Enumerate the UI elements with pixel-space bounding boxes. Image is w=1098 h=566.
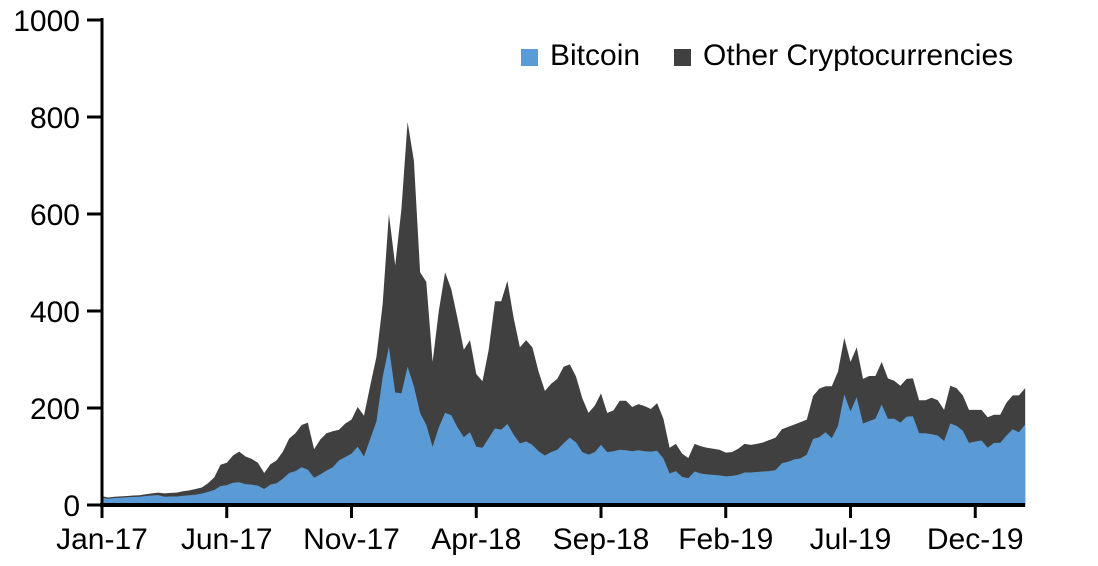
y-tick-label: 800 bbox=[30, 102, 80, 135]
x-tick-label: Jul-19 bbox=[810, 523, 892, 556]
x-tick-label: Dec-19 bbox=[927, 523, 1024, 556]
other-cryptocurrencies-legend-swatch bbox=[674, 48, 692, 66]
y-tick-label: 400 bbox=[30, 296, 80, 329]
x-tick-label: Jan-17 bbox=[56, 523, 148, 556]
y-tick-label: 1000 bbox=[13, 5, 80, 38]
legend-item-other-cryptocurrencies: Other Cryptocurrencies bbox=[674, 40, 1013, 72]
y-tick-label: 0 bbox=[63, 490, 80, 523]
bitcoin-area bbox=[102, 346, 1026, 505]
bitcoin-legend-label: Bitcoin bbox=[550, 39, 641, 72]
bitcoin-legend-swatch bbox=[521, 48, 538, 66]
legend-item-bitcoin: Bitcoin bbox=[521, 40, 640, 72]
x-tick-label: Sep-18 bbox=[553, 523, 650, 556]
y-tick-label: 200 bbox=[30, 393, 80, 426]
x-tick-label: Feb-19 bbox=[678, 523, 773, 556]
x-tick-label: Jun-17 bbox=[181, 523, 273, 556]
chart-legend: Bitcoin Other Cryptocurrencies bbox=[521, 40, 1013, 72]
x-tick-label: Nov-17 bbox=[303, 523, 400, 556]
other-cryptocurrencies-legend-label: Other Cryptocurrencies bbox=[703, 39, 1014, 72]
x-tick-label: Apr-18 bbox=[431, 523, 521, 556]
y-tick-label: 600 bbox=[30, 199, 80, 232]
